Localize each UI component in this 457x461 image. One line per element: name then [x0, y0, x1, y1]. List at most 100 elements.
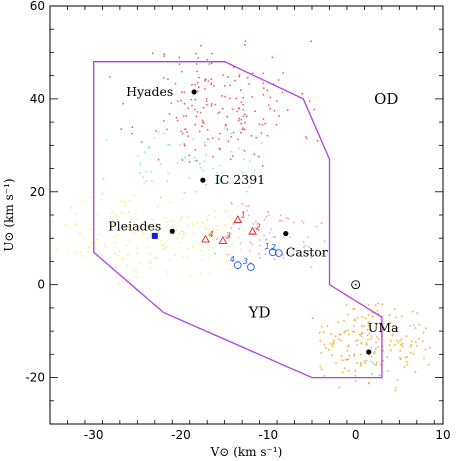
scatter-point — [351, 330, 354, 333]
scatter-point — [157, 131, 160, 134]
scatter-point — [356, 317, 359, 319]
scatter-point — [427, 363, 430, 366]
scatter-point — [397, 341, 400, 344]
scatter-point — [148, 145, 150, 148]
scatter-point — [176, 162, 179, 165]
scatter-point — [197, 90, 199, 93]
scatter-point — [400, 315, 403, 318]
scatter-point — [282, 72, 284, 74]
scatter-point — [412, 324, 415, 326]
scatter-point — [230, 227, 233, 230]
scatter-point — [117, 254, 119, 257]
scatter-point — [121, 199, 124, 202]
cluster-center-dot — [169, 228, 175, 234]
scatter-point — [343, 320, 345, 322]
cluster-label: IC 2391 — [215, 172, 265, 187]
scatter-point — [267, 214, 270, 217]
scatter-point — [396, 326, 399, 329]
scatter-point — [105, 139, 108, 142]
scatter-point — [124, 204, 126, 207]
scatter-point — [376, 361, 378, 364]
scatter-point — [388, 344, 391, 346]
cluster-label: UMa — [368, 320, 399, 335]
scatter-point — [301, 92, 304, 95]
scatter-point — [142, 225, 145, 228]
scatter-point — [244, 40, 247, 43]
scatter-point — [254, 110, 257, 113]
scatter-point — [157, 158, 160, 161]
scatter-point — [225, 210, 228, 213]
scatter-point — [241, 127, 244, 130]
scatter-point — [128, 225, 131, 228]
scatter-point — [242, 97, 245, 99]
scatter-point — [323, 343, 326, 346]
scatter-point — [239, 89, 242, 92]
scatter-point — [186, 256, 189, 259]
scatter-point — [120, 128, 123, 131]
scatter-point — [353, 308, 356, 311]
scatter-point — [210, 83, 213, 85]
scatter-point — [320, 222, 323, 225]
scatter-point — [208, 249, 211, 252]
scatter-point — [217, 236, 219, 239]
scatter-point — [138, 261, 141, 264]
scatter-point — [187, 135, 190, 138]
scatter-point — [274, 235, 277, 238]
scatter-point — [121, 257, 124, 260]
scatter-point — [230, 136, 233, 138]
scatter-point — [424, 348, 427, 351]
scatter-point — [377, 338, 380, 340]
scatter-point — [206, 58, 209, 61]
scatter-point — [90, 242, 93, 244]
y-tick-label: 60 — [30, 0, 45, 13]
scatter-point — [289, 236, 291, 239]
scatter-point — [208, 230, 211, 233]
scatter-point — [102, 177, 105, 180]
scatter-point — [347, 329, 349, 332]
scatter-point — [230, 256, 233, 259]
scatter-point — [214, 252, 216, 255]
scatter-point — [180, 218, 183, 220]
scatter-point — [238, 74, 241, 76]
scatter-point — [329, 343, 332, 345]
scatter-point — [268, 232, 271, 234]
scatter-point — [128, 211, 130, 214]
scatter-point — [249, 241, 252, 244]
scatter-point — [64, 223, 67, 226]
y-tick-label: 40 — [30, 92, 45, 106]
scatter-point — [354, 370, 357, 373]
scatter-point — [183, 191, 186, 194]
scatter-point — [354, 340, 357, 343]
scatter-point — [227, 76, 229, 78]
scatter-point — [175, 116, 178, 119]
scatter-point — [205, 228, 208, 231]
scatter-point — [118, 250, 121, 253]
scatter-point — [200, 44, 202, 47]
scatter-point — [154, 256, 156, 259]
scatter-point — [166, 180, 169, 183]
scatter-point — [112, 211, 115, 213]
scatter-point — [198, 76, 200, 79]
scatter-point — [324, 347, 327, 349]
scatter-point — [354, 319, 356, 322]
scatter-point — [125, 244, 128, 247]
sun-symbol-center — [354, 283, 357, 286]
scatter-point — [286, 109, 289, 112]
scatter-point — [248, 160, 251, 163]
scatter-point — [207, 244, 209, 247]
scatter-point — [133, 194, 136, 196]
scatter-point — [218, 147, 221, 150]
scatter-point — [399, 340, 401, 342]
scatter-point — [302, 222, 305, 224]
scatter-point — [372, 352, 375, 355]
scatter-point — [168, 113, 171, 115]
scatter-point — [399, 343, 402, 346]
scatter-point — [108, 76, 111, 78]
scatter-point — [168, 144, 171, 146]
blue-circle-label: 1 — [265, 242, 270, 251]
scatter-point — [212, 137, 214, 140]
scatter-point — [161, 244, 164, 247]
scatter-point — [135, 270, 137, 272]
scatter-point — [237, 268, 240, 271]
scatter-point — [376, 336, 378, 338]
